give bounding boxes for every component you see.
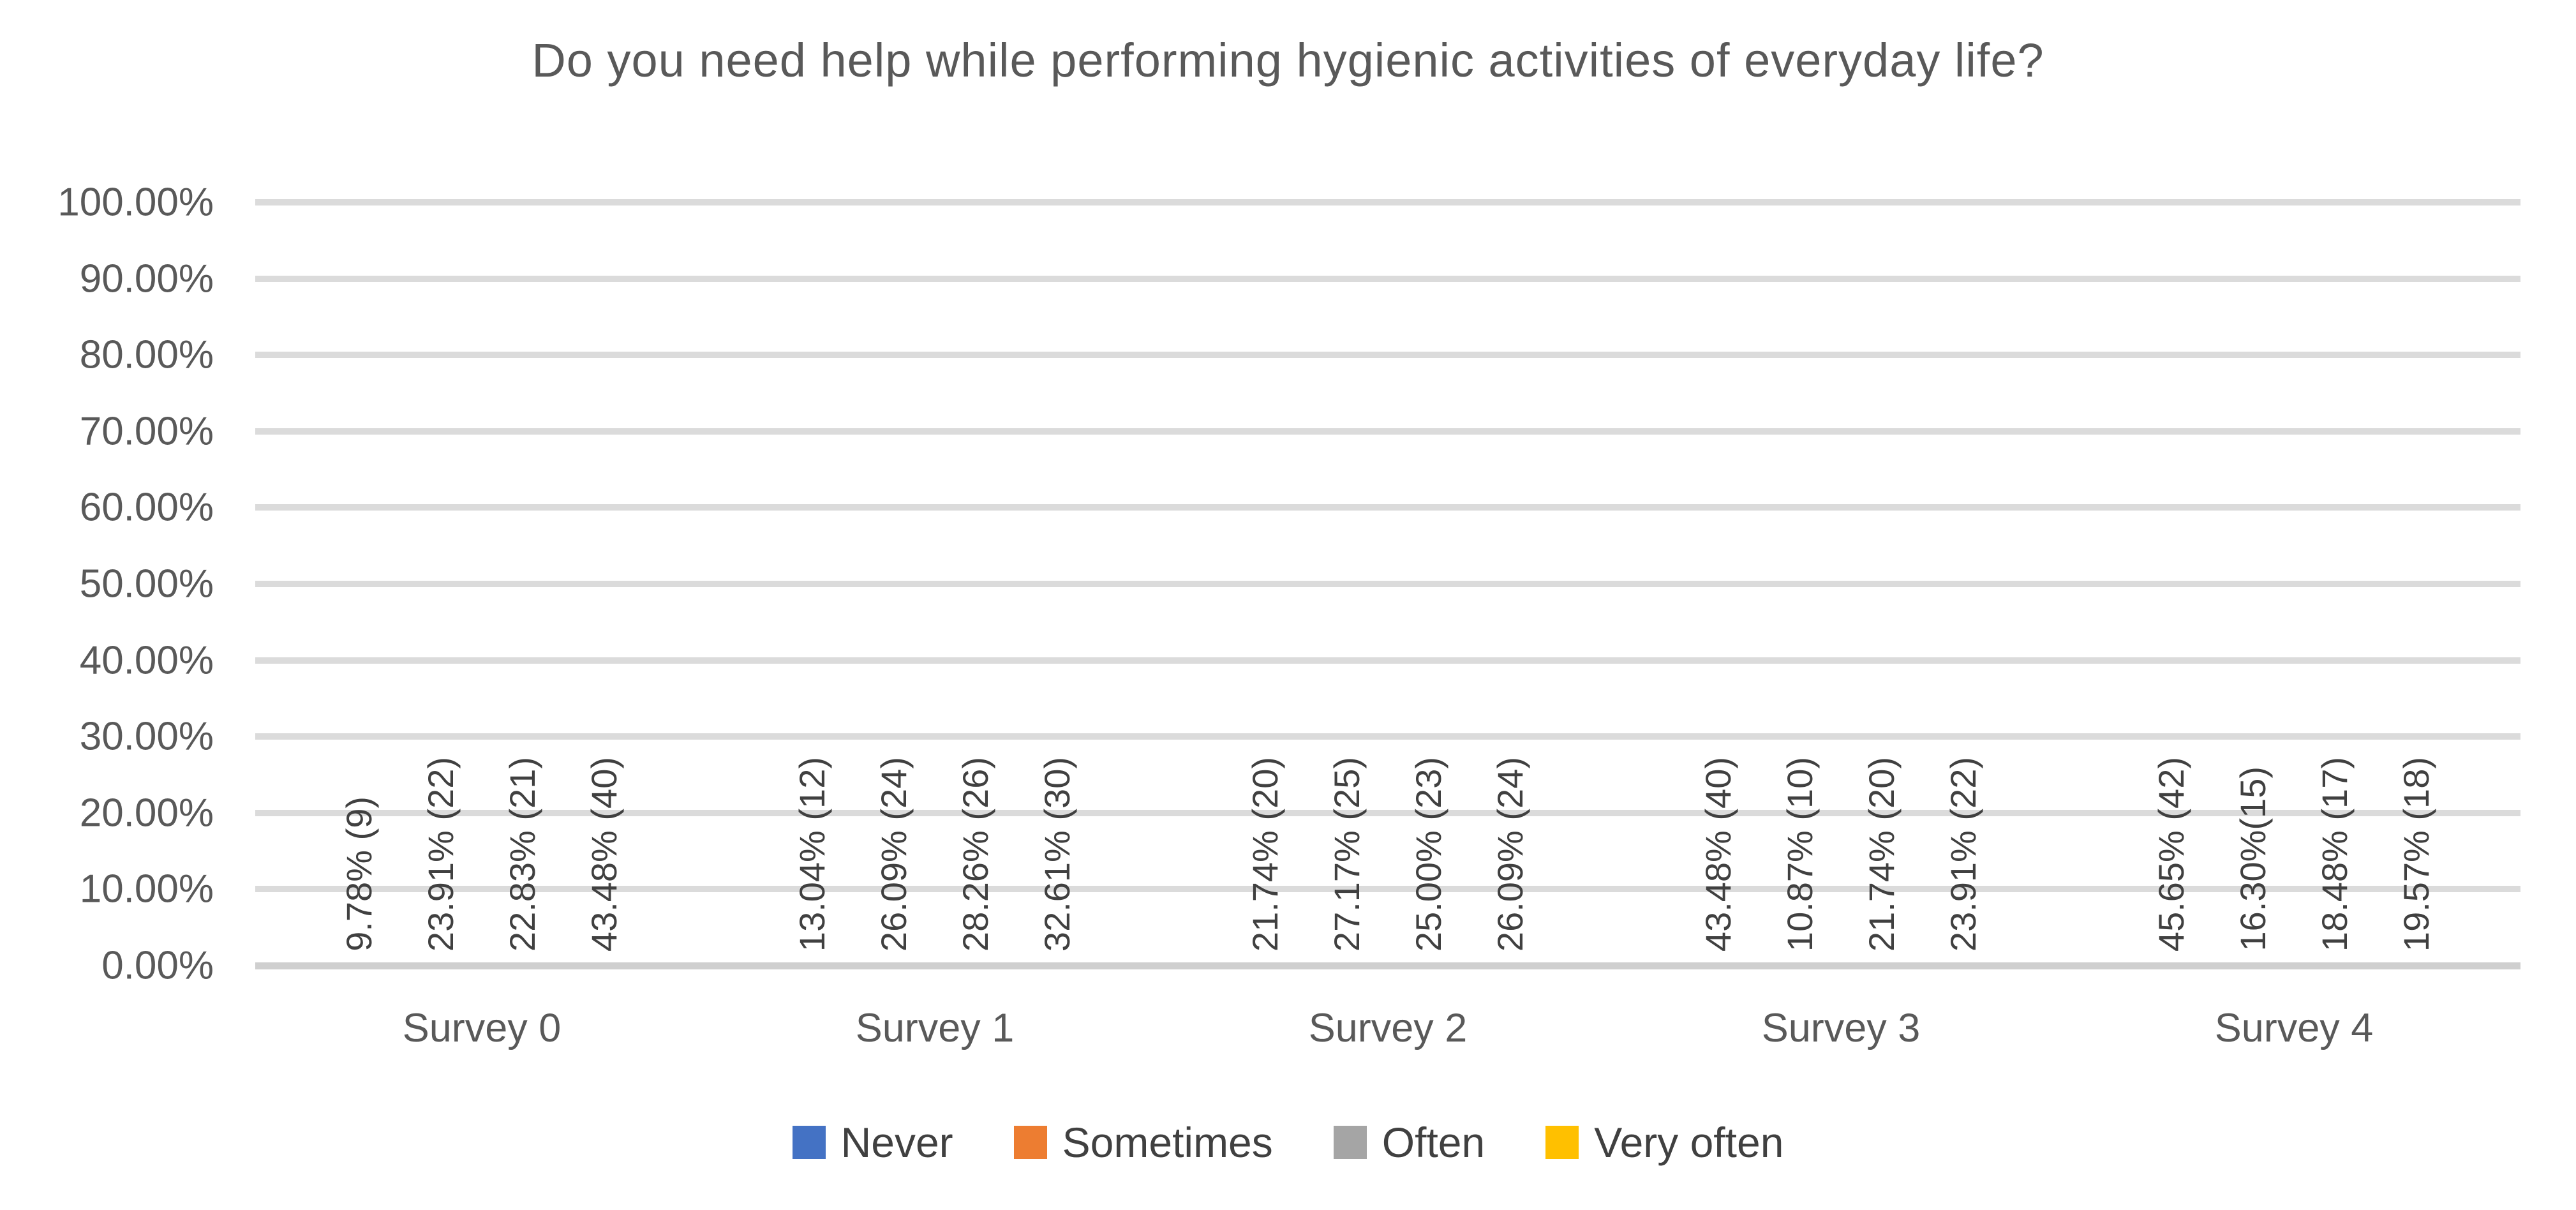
bar-group-survey-1: 13.04% (12) 26.09% (24) 28.26% (26) 32.61% … (708, 202, 1161, 1050)
bar-value-label: 27.17% (25) (1327, 756, 1367, 952)
bar-value-label: 10.87% (10) (1780, 756, 1820, 952)
bar-value-label: 13.04% (12) (792, 756, 832, 952)
legend: Never Sometimes Often Very often (0, 1118, 2576, 1167)
legend-swatch-sometimes (1013, 1126, 1047, 1159)
y-axis-tick-label: 50.00% (79, 562, 214, 606)
gridline (255, 809, 2520, 816)
bar-group-survey-4: 45.65% (42) 16.30%(15) 18.48% (17) 19.57% (… (2067, 202, 2520, 1050)
y-axis-tick-label: 80.00% (79, 332, 214, 377)
y-axis-tick-label: 70.00% (79, 409, 214, 454)
legend-item-never: Never (792, 1118, 953, 1167)
bar-value-label: 22.83% (21) (502, 756, 542, 952)
bar-group-survey-3: 43.48% (40) 10.87% (10) 21.74% (20) 23.91% … (1614, 202, 2067, 1050)
legend-swatch-very-often (1545, 1126, 1579, 1159)
legend-item-often: Often (1333, 1118, 1485, 1167)
bar-value-label: 23.91% (22) (1943, 756, 1983, 952)
bar-value-label: 28.26% (26) (955, 756, 995, 952)
y-axis-tick-label: 20.00% (79, 791, 214, 835)
bar-value-label: 19.57% (18) (2396, 756, 2436, 952)
bar-value-label: 23.91% (22) (421, 756, 461, 952)
bar-value-label: 21.74% (20) (1861, 756, 1902, 952)
gridline (255, 886, 2520, 893)
gridline (255, 352, 2520, 359)
bar-group-survey-0: 9.78% (9) 23.91% (22) 22.83% (21) 43.48% (4… (255, 202, 708, 1050)
gridline (255, 733, 2520, 740)
legend-swatch-never (792, 1126, 826, 1159)
bar-value-label: 43.48% (40) (1698, 756, 1738, 952)
legend-label: Very often (1594, 1119, 1784, 1166)
legend-swatch-often (1333, 1126, 1367, 1159)
bar-value-label: 21.74% (20) (1245, 756, 1285, 952)
bar-value-label: 32.61% (30) (1037, 756, 1077, 952)
gridline (255, 199, 2520, 205)
bar-value-label: 43.48% (40) (584, 756, 624, 952)
bar-value-label: 26.09% (24) (874, 756, 914, 952)
gridline (255, 275, 2520, 282)
x-axis-category-label: Survey 3 (1761, 1006, 1921, 1050)
legend-label: Often (1381, 1119, 1485, 1166)
bar-value-label: 25.00% (23) (1408, 756, 1448, 952)
legend-item-sometimes: Sometimes (1013, 1118, 1273, 1167)
bar-group-survey-2: 21.74% (20) 27.17% (25) 25.00% (23) 26.09% … (1161, 202, 1614, 1050)
gridline (255, 504, 2520, 511)
gridline (255, 581, 2520, 587)
y-axis-tick-label: 0.00% (101, 943, 214, 988)
y-axis-tick-label: 30.00% (79, 714, 214, 759)
legend-item-very-often: Very often (1545, 1118, 1783, 1167)
bar-value-label: 18.48% (17) (2314, 756, 2355, 952)
bar-value-label: 16.30%(15) (2233, 766, 2273, 952)
chart-title: Do you need help while performing hygien… (532, 34, 2044, 87)
gridline (255, 428, 2520, 435)
bar-value-label: 45.65% (42) (2151, 756, 2191, 952)
bar-groups-layer: 9.78% (9) 23.91% (22) 22.83% (21) 43.48% (4… (255, 202, 2520, 1050)
plot-area: 9.78% (9) 23.91% (22) 22.83% (21) 43.48% (4… (255, 199, 2520, 1050)
x-axis-category-label: Survey 4 (2214, 1006, 2374, 1050)
legend-label: Sometimes (1062, 1119, 1273, 1166)
x-axis-category-label: Survey 2 (1308, 1006, 1468, 1050)
y-axis-tick-label: 60.00% (79, 485, 214, 530)
y-axis-tick-label: 40.00% (79, 638, 214, 683)
bar-value-label: 9.78% (9) (339, 796, 379, 952)
legend-label: Never (840, 1119, 953, 1166)
x-axis-line (255, 962, 2520, 969)
x-axis-category-label: Survey 1 (855, 1006, 1015, 1050)
bar-value-label: 26.09% (24) (1490, 756, 1530, 952)
y-axis-tick-label: 100.00% (57, 180, 214, 225)
y-axis-tick-label: 90.00% (79, 257, 214, 301)
y-axis-tick-label: 10.00% (79, 867, 214, 911)
gridline (255, 657, 2520, 664)
x-axis-category-label: Survey 0 (402, 1006, 562, 1050)
